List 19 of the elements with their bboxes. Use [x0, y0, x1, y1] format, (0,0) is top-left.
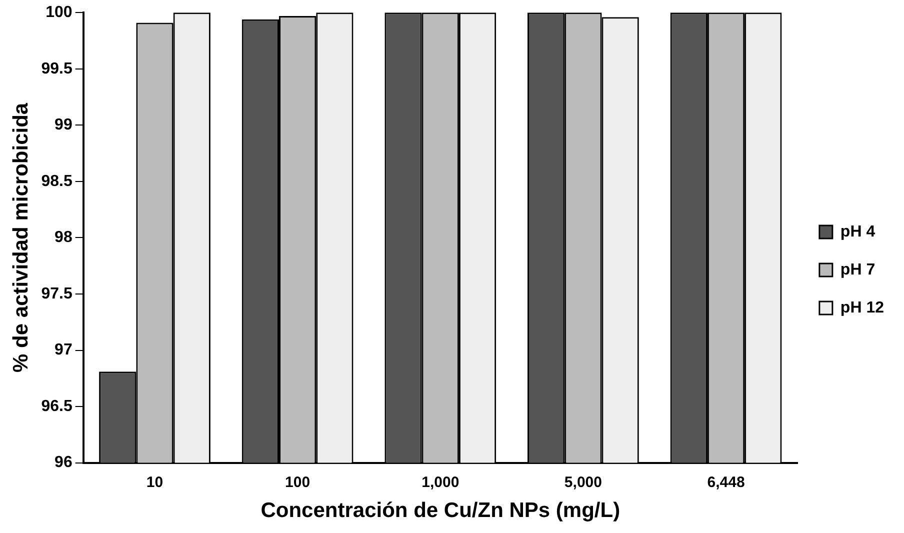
- legend-label: pH 7: [840, 261, 876, 278]
- y-tick-label: 99: [54, 116, 72, 134]
- x-axis-title: Concentración de Cu/Zn NPs (mg/L): [260, 499, 620, 522]
- y-tick-label: 98.5: [41, 172, 72, 190]
- x-tick-label: 5,000: [564, 474, 602, 491]
- legend-label: pH 4: [840, 223, 876, 240]
- y-tick-label: 99.5: [41, 60, 72, 78]
- x-tick-label: 1,000: [422, 474, 460, 491]
- y-tick-label: 97.5: [41, 285, 72, 302]
- y-axis-title: % de actividad microbicida: [9, 102, 32, 372]
- x-tick-label: 100: [285, 474, 310, 491]
- x-tick-label: 10: [146, 474, 164, 491]
- x-tick-label: 6,448: [707, 474, 745, 491]
- y-tick-label: 100: [46, 4, 72, 22]
- y-tick-label: 96: [54, 454, 72, 472]
- y-tick-label: 96.5: [41, 398, 72, 415]
- y-tick-label: 98: [54, 229, 72, 246]
- legend-label: pH 12: [840, 299, 884, 316]
- y-tick-label: 97: [54, 342, 72, 359]
